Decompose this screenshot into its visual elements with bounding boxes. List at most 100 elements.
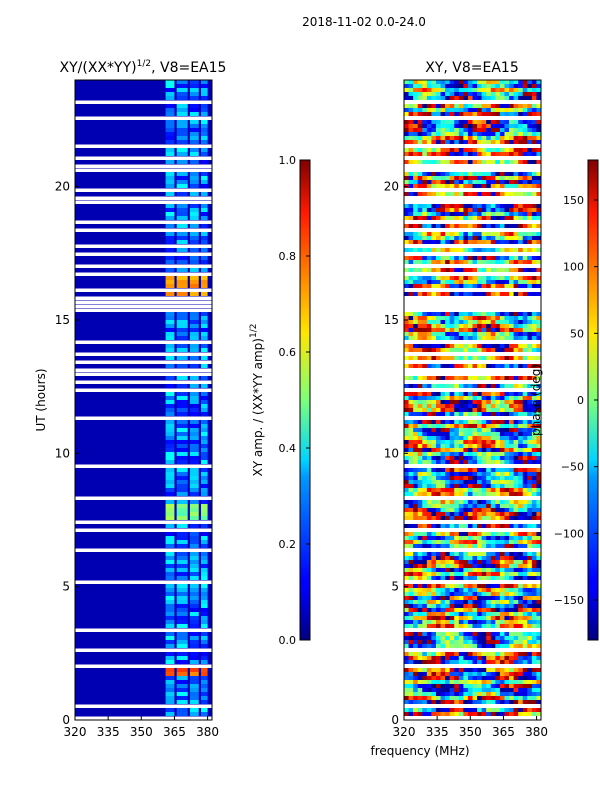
phase-cell — [463, 516, 469, 520]
amplitude-cell — [200, 452, 208, 456]
phase-cell — [426, 640, 432, 644]
phase-cell — [454, 636, 460, 640]
phase-cell — [495, 632, 501, 636]
y-tick-label: 15 — [384, 313, 399, 327]
phase-cell — [504, 92, 510, 96]
phase-cell — [481, 268, 487, 272]
phase-cell — [404, 472, 409, 476]
phase-cell — [504, 240, 510, 244]
phase-cell — [527, 316, 533, 320]
phase-cell — [486, 152, 492, 156]
amplitude-cell — [200, 448, 208, 452]
phase-cell — [472, 476, 478, 480]
phase-cell — [527, 376, 533, 380]
phase-cell — [431, 108, 437, 112]
phase-cell — [499, 136, 505, 140]
phase-cell — [536, 484, 542, 488]
phase-cell — [536, 452, 542, 456]
phase-cell — [445, 712, 450, 716]
amplitude-cell — [165, 396, 175, 400]
phase-cell — [509, 236, 514, 240]
amplitude-cell — [176, 152, 188, 156]
phase-cell — [426, 544, 432, 548]
amplitude-cell — [189, 348, 199, 352]
amplitude-cell — [189, 564, 199, 568]
phase-cell — [472, 396, 478, 400]
amplitude-flagged-row — [75, 100, 212, 104]
phase-cell — [495, 576, 501, 580]
amplitude-cell — [165, 112, 175, 116]
amplitude-cell — [176, 588, 188, 592]
phase-cell — [417, 80, 423, 84]
phase-cell — [435, 444, 441, 448]
phase-cell — [449, 128, 455, 132]
phase-cell — [440, 576, 446, 580]
phase-cell — [413, 544, 418, 548]
phase-cell — [499, 132, 505, 136]
phase-cell — [426, 172, 432, 176]
phase-cell — [490, 400, 496, 404]
phase-cell — [404, 524, 409, 528]
phase-cell — [518, 532, 524, 536]
phase-cell — [408, 440, 414, 444]
phase-cell — [531, 276, 537, 280]
phase-cell — [531, 440, 537, 444]
amplitude-cell — [165, 336, 175, 340]
phase-cell — [445, 204, 450, 208]
phase-cell — [472, 160, 478, 164]
phase-cell — [481, 680, 487, 684]
phase-cell — [490, 396, 496, 400]
phase-cell — [504, 532, 510, 536]
phase-cell — [504, 316, 510, 320]
phase-cell — [531, 316, 537, 320]
phase-cell — [422, 588, 428, 592]
phase-cell — [454, 180, 460, 184]
phase-cell — [454, 552, 460, 556]
phase-cell — [481, 700, 487, 704]
phase-cell — [477, 596, 482, 600]
colorbar-tick-label: 1.0 — [279, 154, 297, 167]
phase-cell — [463, 176, 469, 180]
phase-cell — [440, 268, 446, 272]
phase-cell — [486, 224, 492, 228]
amplitude-cell — [189, 624, 199, 628]
phase-cell — [531, 512, 537, 516]
amplitude-cell — [165, 596, 175, 600]
phase-cell — [408, 572, 414, 576]
phase-flagged-row — [404, 352, 541, 356]
phase-cell — [467, 560, 473, 564]
phase-cell — [522, 236, 528, 240]
phase-cell — [499, 428, 505, 432]
phase-cell — [504, 412, 510, 416]
phase-cell — [408, 456, 414, 460]
phase-cell — [445, 80, 450, 84]
x-tick-label: 335 — [426, 725, 449, 739]
phase-cell — [509, 212, 514, 216]
phase-cell — [504, 128, 510, 132]
phase-cell — [408, 536, 414, 540]
phase-cell — [509, 428, 514, 432]
phase-cell — [513, 540, 519, 544]
phase-cell — [431, 616, 437, 620]
amplitude-cell — [200, 268, 208, 272]
phase-cell — [458, 80, 464, 84]
phase-cell — [495, 236, 501, 240]
phase-cell — [509, 544, 514, 548]
amplitude-cell — [189, 456, 199, 460]
phase-cell — [527, 588, 533, 592]
phase-cell — [531, 356, 537, 360]
phase-cell — [422, 180, 428, 184]
amplitude-cell — [189, 512, 199, 516]
phase-cell — [486, 160, 492, 164]
phase-flagged-row — [404, 380, 541, 384]
phase-cell — [431, 356, 437, 360]
phase-cell — [522, 260, 528, 264]
phase-cell — [463, 600, 469, 604]
phase-cell — [477, 512, 482, 516]
phase-cell — [531, 180, 537, 184]
phase-cell — [449, 424, 455, 428]
phase-cell — [518, 656, 524, 660]
phase-cell — [422, 276, 428, 280]
phase-cell — [467, 592, 473, 596]
